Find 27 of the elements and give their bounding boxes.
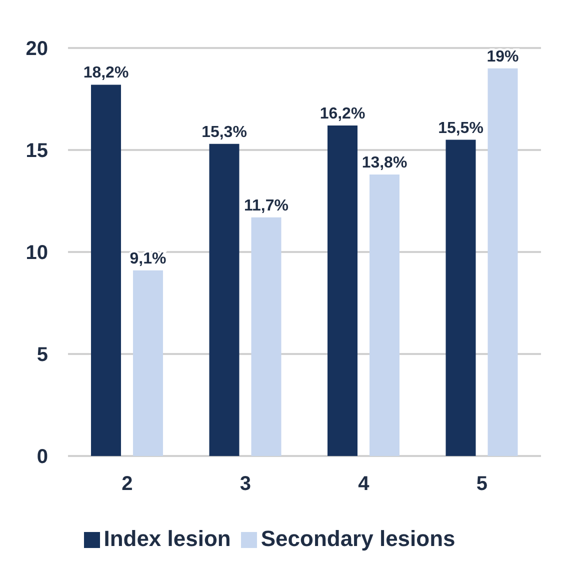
y-tick-label: 15 [26,140,48,162]
y-tick-label: 20 [26,38,48,60]
data-label: 16,2% [320,106,366,123]
bar [209,144,240,456]
data-label: 19% [486,48,519,66]
bar [488,68,518,456]
data-label: 9,1% [130,250,166,268]
legend-label: Secondary lesions [260,526,456,551]
bar [446,140,476,456]
y-tick-label: 5 [36,344,48,366]
data-label: 15,3% [202,124,247,141]
x-tick-label: 2 [122,473,133,496]
data-label: 13,8% [362,154,408,172]
data-label: 15,5% [438,120,484,137]
bar [328,126,358,456]
bar [251,217,282,456]
x-tick-label: 3 [240,473,251,496]
y-tick-label: 0 [36,446,48,468]
bar [91,84,121,456]
bar [133,270,163,456]
data-label: 11,7% [244,197,288,214]
y-tick-label: 10 [26,242,48,264]
x-tick-label: 4 [358,473,370,496]
bar [370,174,400,456]
data-label: 18,2% [83,64,129,82]
legend-label: Index lesion [104,526,231,551]
x-tick-label: 5 [476,473,488,496]
